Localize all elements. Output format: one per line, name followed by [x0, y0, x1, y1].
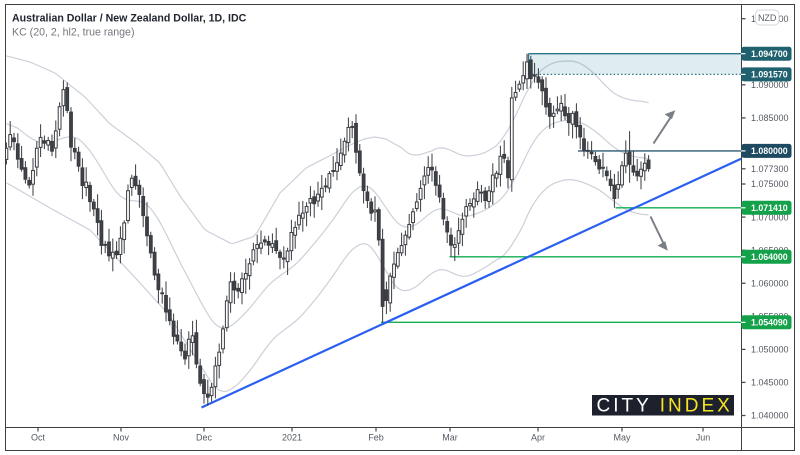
svg-text:1.050000: 1.050000 [751, 345, 789, 355]
svg-text:Oct: Oct [31, 433, 46, 443]
svg-text:1.045000: 1.045000 [751, 378, 789, 388]
svg-text:2021: 2021 [282, 433, 302, 443]
svg-text:1.075000: 1.075000 [751, 179, 789, 189]
svg-text:Nov: Nov [113, 433, 130, 443]
svg-text:Jun: Jun [696, 433, 711, 443]
svg-text:1.040000: 1.040000 [751, 411, 789, 421]
svg-text:1.094700: 1.094700 [751, 49, 788, 59]
svg-text:NZD: NZD [758, 13, 777, 23]
svg-text:1.054090: 1.054090 [751, 318, 788, 328]
svg-text:Mar: Mar [442, 433, 458, 443]
svg-text:1.090000: 1.090000 [751, 80, 789, 90]
svg-text:Apr: Apr [531, 433, 545, 443]
svg-text:Feb: Feb [368, 433, 384, 443]
svg-text:KC (20, 2, hl2, true range): KC (20, 2, hl2, true range) [12, 27, 134, 39]
svg-text:1.080000: 1.080000 [751, 146, 788, 156]
svg-text:1.060000: 1.060000 [751, 278, 789, 288]
svg-text:1.077300: 1.077300 [751, 164, 789, 174]
svg-text:Dec: Dec [196, 433, 213, 443]
svg-text:Australian Dollar / New Zealan: Australian Dollar / New Zealand Dollar, … [12, 13, 247, 25]
svg-text:May: May [613, 433, 631, 443]
svg-text:1.085000: 1.085000 [751, 113, 789, 123]
svg-text:1.070000: 1.070000 [751, 212, 789, 222]
svg-text:1.064000: 1.064000 [751, 252, 788, 262]
svg-text:CITY INDEX: CITY INDEX [597, 396, 733, 417]
svg-text:1.091570: 1.091570 [751, 70, 788, 80]
svg-text:1.071410: 1.071410 [751, 203, 788, 213]
